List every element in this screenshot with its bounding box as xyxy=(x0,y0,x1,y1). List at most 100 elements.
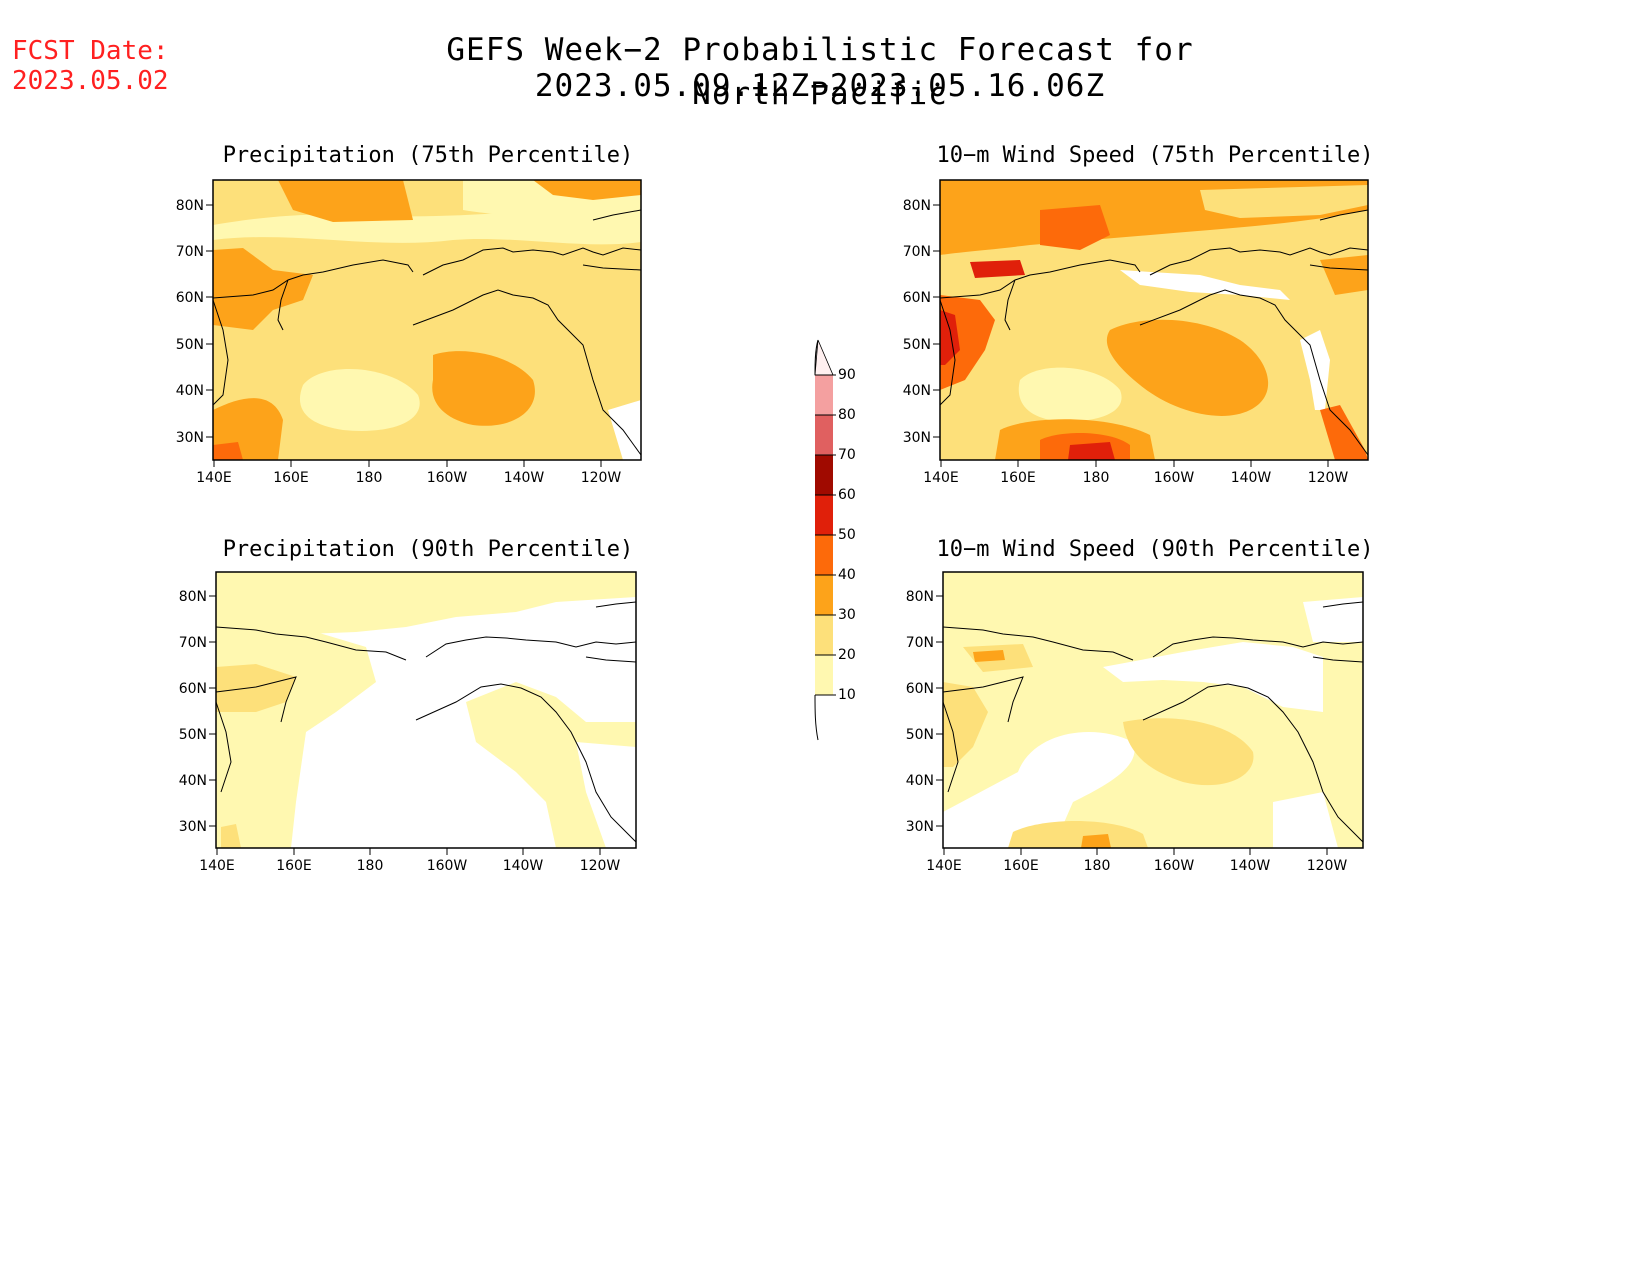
svg-text:80N: 80N xyxy=(903,198,931,214)
wind75-extreme-west xyxy=(940,310,960,365)
colorbar-tick-50: 50 xyxy=(838,527,856,543)
svg-text:40N: 40N xyxy=(179,773,207,789)
svg-text:120W: 120W xyxy=(581,470,622,486)
svg-text:120W: 120W xyxy=(1307,858,1348,874)
svg-text:140E: 140E xyxy=(196,470,232,486)
svg-text:120W: 120W xyxy=(1308,470,1349,486)
svg-text:180: 180 xyxy=(357,858,384,874)
svg-text:180: 180 xyxy=(1083,470,1110,486)
coastline xyxy=(939,209,1369,456)
wind90-white-pacific xyxy=(943,732,1135,848)
wind90-high-south xyxy=(1081,834,1111,848)
svg-text:60N: 60N xyxy=(903,290,931,306)
wind90-moderate-west xyxy=(943,682,988,767)
wind75-white-coast xyxy=(1300,330,1330,410)
svg-text:40N: 40N xyxy=(906,773,934,789)
lon-axis: 140E 160E 180 160W 140W 120W xyxy=(926,848,1347,874)
svg-text:70N: 70N xyxy=(179,635,207,651)
svg-text:30N: 30N xyxy=(906,819,934,835)
colorbar-tick-10: 10 xyxy=(838,687,856,703)
lat-axis: 80N 70N 60N 50N 40N 30N xyxy=(176,198,213,446)
coastline xyxy=(215,601,637,843)
svg-text:80N: 80N xyxy=(179,589,207,605)
panel-title-wind-75: 10−m Wind Speed (75th Percentile) xyxy=(936,143,1374,168)
precip75-light-central xyxy=(299,368,420,431)
precip75-high-west xyxy=(213,248,313,330)
map-precip-90: 80N 70N 60N 50N 40N 30N 140E 160E 180 16… xyxy=(179,571,637,874)
forecast-date: FCST Date: 2023.05.02 xyxy=(12,36,169,96)
colorbar-tick-90: 90 xyxy=(838,367,856,383)
main-title: GEFS Week−2 Probabilistic Forecast for 2… xyxy=(446,32,1194,104)
svg-text:160W: 160W xyxy=(427,470,468,486)
svg-text:70N: 70N xyxy=(176,244,204,260)
colorbar-tick-70: 70 xyxy=(838,447,856,463)
svg-text:140W: 140W xyxy=(1230,858,1271,874)
panel-title-precip-90: Precipitation (90th Percentile) xyxy=(222,537,634,562)
svg-text:50N: 50N xyxy=(179,727,207,743)
wind75-extreme-south xyxy=(1068,442,1115,460)
svg-text:60N: 60N xyxy=(906,681,934,697)
lon-axis: 140E 160E 180 160W 140W 120W xyxy=(199,848,620,874)
lat-axis: 80N 70N 60N 50N 40N 30N xyxy=(903,198,940,446)
wind90-white-alaska xyxy=(1103,642,1323,712)
svg-text:30N: 30N xyxy=(903,430,931,446)
svg-text:70N: 70N xyxy=(903,244,931,260)
panel-title-precip-75: Precipitation (75th Percentile) xyxy=(222,143,634,168)
colorbar-ticks: 90 80 70 60 50 40 30 20 10 xyxy=(815,367,856,703)
wind75-white-alaska xyxy=(1120,270,1290,300)
precip75-high-north-east xyxy=(533,180,641,200)
wind90-moderate-south xyxy=(1008,820,1148,848)
svg-text:70N: 70N xyxy=(906,635,934,651)
coastline xyxy=(942,601,1364,843)
map-wind-75: 80N 70N 60N 50N 40N 30N 140E 160E 180 16… xyxy=(903,179,1369,486)
svg-text:160E: 160E xyxy=(1000,470,1036,486)
lon-axis: 140E 160E 180 160W 140W 120W xyxy=(196,460,621,486)
svg-text:160E: 160E xyxy=(276,858,312,874)
wind75-light-central xyxy=(1018,367,1122,422)
colorbar-top-cap xyxy=(814,339,834,376)
svg-text:160W: 160W xyxy=(1154,858,1195,874)
svg-text:60N: 60N xyxy=(179,681,207,697)
precip75-high-north xyxy=(278,180,413,222)
panel-title-wind-90: 10−m Wind Speed (90th Percentile) xyxy=(936,537,1374,562)
precip75-high-sw-core xyxy=(213,442,243,460)
svg-text:30N: 30N xyxy=(179,819,207,835)
svg-text:140E: 140E xyxy=(199,858,235,874)
colorbar-swatch-10 xyxy=(815,655,833,695)
svg-text:140W: 140W xyxy=(503,858,544,874)
precip90-moderate-sw xyxy=(221,824,241,848)
svg-text:80N: 80N xyxy=(176,198,204,214)
svg-text:80N: 80N xyxy=(906,589,934,605)
svg-text:40N: 40N xyxy=(903,383,931,399)
svg-text:140E: 140E xyxy=(923,470,959,486)
colorbar-swatch-30 xyxy=(815,575,833,615)
svg-text:120W: 120W xyxy=(580,858,621,874)
colorbar-tick-40: 40 xyxy=(838,567,856,583)
svg-text:160E: 160E xyxy=(273,470,309,486)
wind75-high-pacific xyxy=(1106,319,1269,416)
forecast-date-value: 2023.05.02 xyxy=(12,66,169,96)
lat-axis: 80N 70N 60N 50N 40N 30N xyxy=(179,589,216,835)
svg-text:160E: 160E xyxy=(1003,858,1039,874)
svg-text:60N: 60N xyxy=(176,290,204,306)
svg-text:140W: 140W xyxy=(504,470,545,486)
wind90-white-se xyxy=(1273,792,1338,848)
precip90-light-north xyxy=(216,572,636,634)
precip75-dry-coast xyxy=(608,400,641,460)
colorbar-swatch-70 xyxy=(815,415,833,455)
map-wind-90: 80N 70N 60N 50N 40N 30N 140E 160E 180 16… xyxy=(906,571,1364,874)
svg-text:40N: 40N xyxy=(176,383,204,399)
forecast-date-label: FCST Date: xyxy=(12,36,169,66)
lon-axis: 140E 160E 180 160W 140W 120W xyxy=(923,460,1348,486)
svg-text:50N: 50N xyxy=(176,337,204,353)
colorbar-swatch-40 xyxy=(815,535,833,575)
wind75-high-california xyxy=(1320,405,1368,460)
precip90-white-coast xyxy=(576,742,636,848)
svg-text:160W: 160W xyxy=(1154,470,1195,486)
wind75-light-north xyxy=(1200,185,1368,218)
svg-text:140W: 140W xyxy=(1231,470,1272,486)
wind75-high-ne xyxy=(1320,255,1368,295)
colorbar-swatch-80 xyxy=(815,375,833,415)
colorbar-swatch-50 xyxy=(815,495,833,535)
region-subtitle: North Pacific xyxy=(692,76,948,112)
